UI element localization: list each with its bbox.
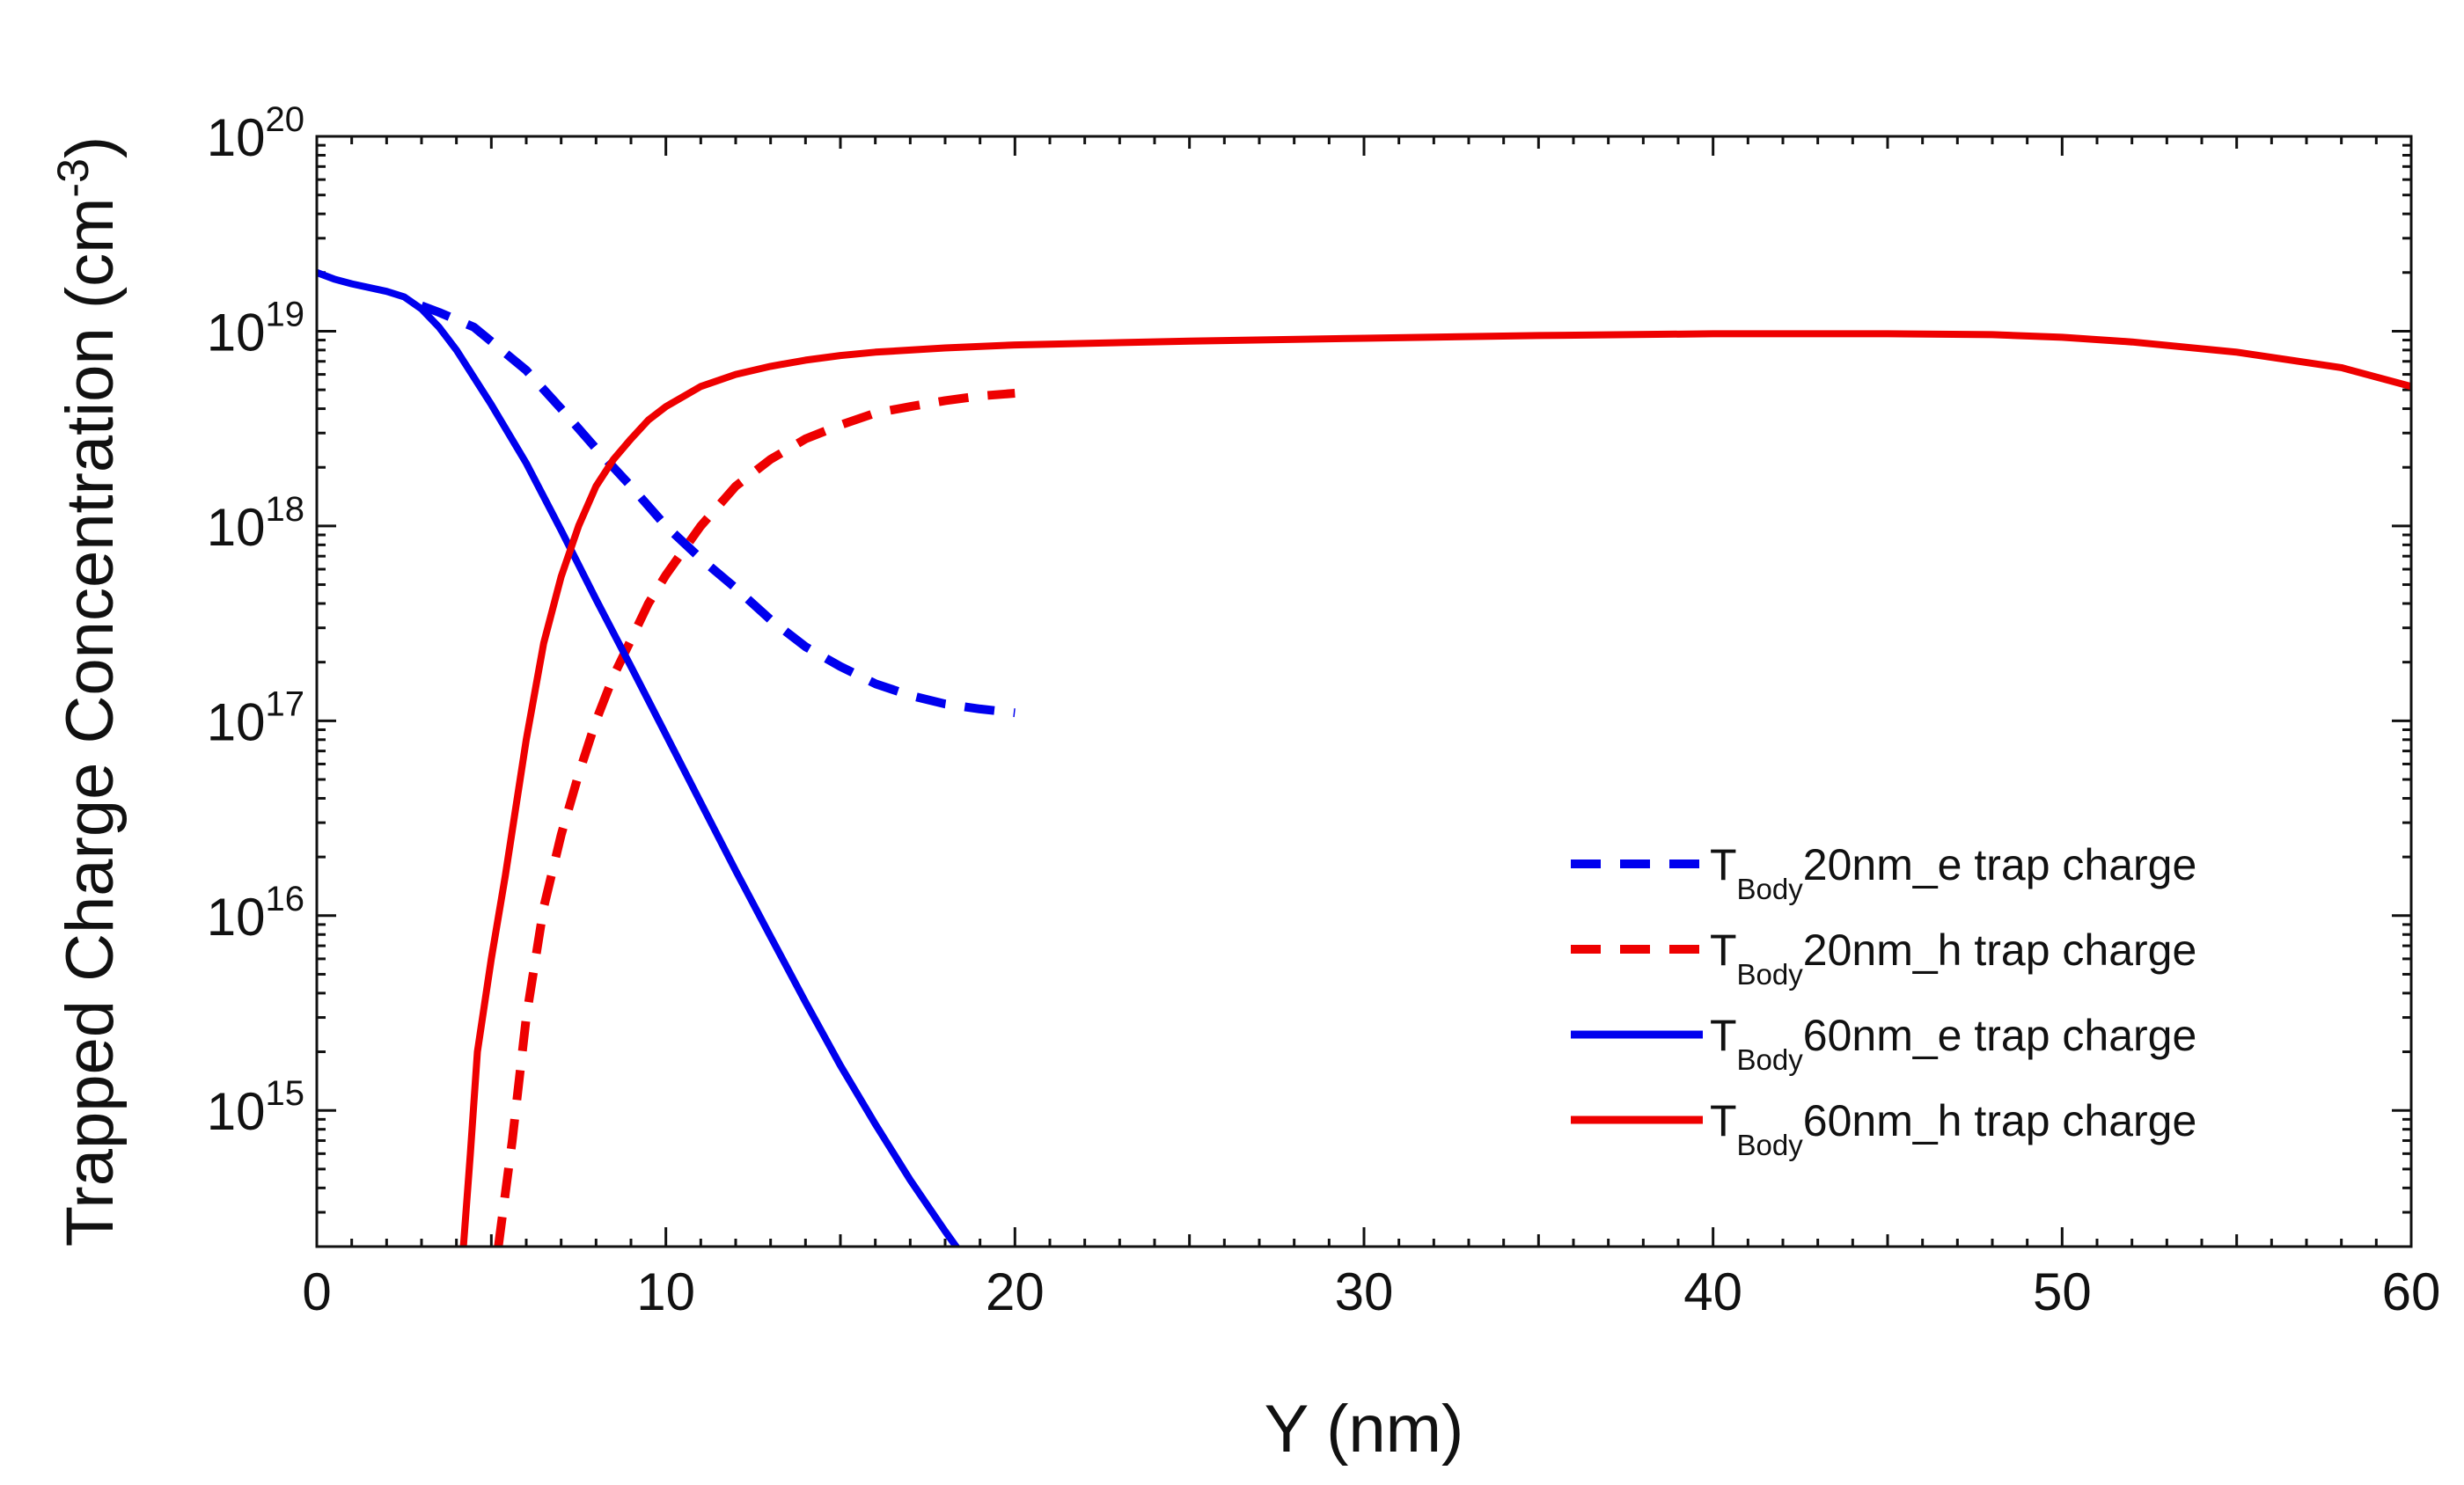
- plot-frame: [315, 135, 2413, 1248]
- y-tick-exponent: 17: [266, 684, 305, 723]
- y-tick-base: 10: [207, 303, 266, 362]
- legend-label-subscript: Body: [1737, 873, 1804, 905]
- y-tick-exponent: 18: [266, 490, 305, 529]
- legend-label-text: 20nm_e trap charge: [1803, 840, 2197, 889]
- legend-label-prefix: T: [1710, 925, 1737, 975]
- y-axis-title-exponent: -3: [48, 158, 98, 197]
- legend-label-text: 60nm_h trap charge: [1803, 1096, 2197, 1145]
- data-series: [317, 269, 2411, 1247]
- y-tick-base: 10: [207, 108, 266, 167]
- y-tick-label: 1017: [207, 684, 304, 751]
- y-axis-title-main: Trapped Charge Concentration (cm: [53, 198, 128, 1247]
- x-tick-label: 0: [302, 1262, 331, 1321]
- legend-label-text: 20nm_h trap charge: [1803, 925, 2197, 975]
- series-line-4: [459, 330, 2411, 1247]
- y-tick-exponent: 19: [266, 295, 305, 333]
- y-tick-label: 1016: [207, 880, 304, 947]
- y-tick-exponent: 16: [266, 880, 305, 918]
- x-tick-label: 10: [636, 1262, 695, 1321]
- legend-label-subscript: Body: [1737, 1043, 1804, 1076]
- y-tick-exponent: 20: [266, 100, 305, 139]
- y-axis-title-close: ): [53, 136, 128, 158]
- y-tick-label: 1020: [207, 100, 304, 167]
- x-tick-label: 60: [2382, 1262, 2441, 1321]
- legend-label: TBody20nm_e trap charge: [1710, 840, 2196, 905]
- y-tick-exponent: 15: [266, 1074, 305, 1113]
- x-axis-title: Y (nm): [1265, 1392, 1464, 1467]
- x-tick-label: 20: [986, 1262, 1045, 1321]
- legend-label-subscript: Body: [1737, 1129, 1804, 1161]
- legend-label: TBody20nm_h trap charge: [1710, 925, 2196, 991]
- series-line-3: [317, 269, 961, 1247]
- y-tick-label: 1019: [207, 295, 304, 362]
- y-tick-label: 1018: [207, 490, 304, 557]
- y-axis-title: Trapped Charge Concentration (cm-3): [48, 136, 128, 1247]
- x-tick-label: 50: [2033, 1262, 2092, 1321]
- y-tick-base: 10: [207, 498, 266, 557]
- x-tick-label: 30: [1335, 1262, 1394, 1321]
- legend-label-text: 60nm_e trap charge: [1803, 1011, 2197, 1060]
- legend-label-prefix: T: [1710, 1011, 1737, 1060]
- y-tick-base: 10: [207, 692, 266, 751]
- legend-label: TBody60nm_h trap charge: [1710, 1096, 2196, 1161]
- y-tick-label: 1015: [207, 1074, 304, 1141]
- legend-label: TBody60nm_e trap charge: [1710, 1011, 2196, 1076]
- legend-label-prefix: T: [1710, 840, 1737, 889]
- x-tick-label: 40: [1683, 1262, 1742, 1321]
- axis-ticks: [315, 135, 2413, 1248]
- y-tick-base: 10: [207, 888, 266, 947]
- legend-label-subscript: Body: [1737, 958, 1804, 991]
- series-line-1: [420, 301, 1016, 718]
- x-tick-labels: 0 10 20 30 40 50 60: [302, 1262, 2440, 1321]
- y-tick-base: 10: [207, 1082, 266, 1141]
- series-line-2: [494, 389, 1016, 1247]
- legend-label-prefix: T: [1710, 1096, 1737, 1145]
